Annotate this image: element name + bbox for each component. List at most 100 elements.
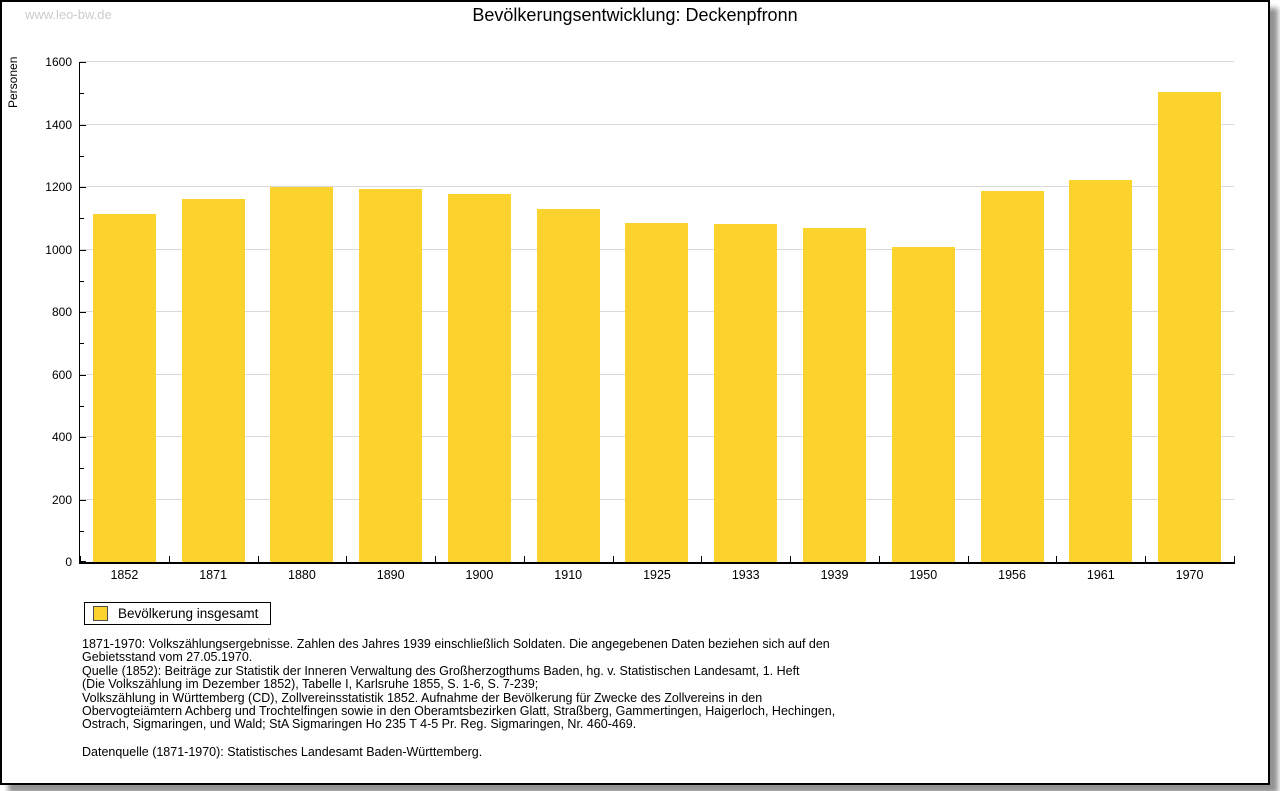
x-boundary-tick xyxy=(1234,556,1235,562)
x-boundary-tick xyxy=(701,556,703,562)
bar-cell-1852 xyxy=(80,62,169,562)
gridline-1400 xyxy=(80,123,1234,125)
y-tick-label: 800 xyxy=(51,305,72,319)
bar-1925 xyxy=(625,222,689,562)
x-tick-label: 1871 xyxy=(199,568,228,582)
x-boundary-tick xyxy=(257,556,259,562)
watermark: www.leo-bw.de xyxy=(25,7,112,22)
y-minor-tick xyxy=(80,468,84,470)
footer-line: (Die Volkszählung im Dezember 1852), Tab… xyxy=(82,677,539,692)
x-tick-label: 1910 xyxy=(554,568,583,582)
y-major-tick xyxy=(80,187,86,188)
footer-datasource: Datenquelle (1871-1970): Statistisches L… xyxy=(82,744,483,759)
y-major-tick xyxy=(80,437,86,438)
footer-line: Volkszählung in Württemberg (CD), Zollve… xyxy=(82,690,763,705)
legend: Bevölkerung insgesamt xyxy=(84,602,272,625)
y-major-tick xyxy=(80,561,86,562)
y-tick-label: 1000 xyxy=(45,242,72,257)
legend-swatch-icon xyxy=(93,606,108,621)
y-major-tick xyxy=(80,374,86,376)
x-boundary-tick xyxy=(1145,556,1147,562)
bar-1970 xyxy=(1158,91,1222,562)
y-minor-tick xyxy=(80,343,84,345)
bar-1961 xyxy=(1069,179,1133,562)
y-tick-label: 200 xyxy=(51,492,72,507)
x-boundary-tick xyxy=(1056,556,1058,562)
bar-cell-1890 xyxy=(346,62,435,562)
bar-1956 xyxy=(980,190,1044,562)
y-minor-tick xyxy=(80,93,84,95)
x-boundary-tick xyxy=(790,556,792,562)
bar-cell-1933 xyxy=(701,62,790,562)
x-tick-label: 1950 xyxy=(909,568,938,582)
y-tick-label: 600 xyxy=(51,367,72,382)
x-tick-label: 1890 xyxy=(376,568,405,582)
x-boundary-tick xyxy=(967,556,969,562)
bar-cell-1910 xyxy=(524,62,613,562)
y-tick-label: 1200 xyxy=(45,180,72,194)
y-minor-tick xyxy=(80,530,84,532)
gridline-1600 xyxy=(80,61,1234,62)
x-tick-label: 1961 xyxy=(1086,568,1115,582)
x-tick-label: 1956 xyxy=(998,568,1026,582)
bar-1852 xyxy=(92,214,156,562)
bar-cell-1950 xyxy=(879,62,968,562)
bar-cell-1880 xyxy=(258,62,347,562)
x-tick-label: 1880 xyxy=(288,568,316,582)
bar-1880 xyxy=(270,187,334,562)
legend-label: Bevölkerung insgesamt xyxy=(118,606,259,621)
bar-cell-1871 xyxy=(169,62,258,562)
y-major-tick xyxy=(80,499,86,501)
bar-1939 xyxy=(803,227,866,562)
bar-cell-1956 xyxy=(968,62,1057,562)
y-tick-label: 0 xyxy=(65,555,72,569)
x-boundary-tick xyxy=(878,556,880,562)
y-minor-tick xyxy=(80,155,84,157)
gridline-1200 xyxy=(80,186,1234,187)
y-major-tick xyxy=(80,62,86,63)
x-boundary-tick xyxy=(435,556,437,562)
bar-cell-1970 xyxy=(1145,62,1234,562)
x-boundary-tick xyxy=(168,556,170,562)
y-minor-tick xyxy=(80,280,84,282)
footer-line: Gebietsstand vom 27.05.1970. xyxy=(82,650,253,665)
bar-1950 xyxy=(891,247,955,562)
page-title: Bevölkerungsentwicklung: Deckenpfronn xyxy=(472,5,798,25)
x-tick-label: 1900 xyxy=(465,568,494,582)
y-tick-label: 1400 xyxy=(45,117,72,132)
y-minor-tick xyxy=(80,218,84,220)
y-major-tick xyxy=(80,249,86,251)
x-axis-labels: 1852 1871 1880 1890 1900 1910 1925 1933 1939 1950… xyxy=(80,568,1234,582)
footer-notes: 1871-1970: Volkszählungsergebnisse. Zahl… xyxy=(82,637,942,759)
bar-1910 xyxy=(536,208,600,562)
x-tick-label: 1970 xyxy=(1175,568,1204,582)
y-tick-label: 400 xyxy=(51,430,72,444)
footer-line: Obervogteiämtern Achberg und Trochtelfin… xyxy=(82,704,836,719)
y-minor-tick xyxy=(80,405,84,407)
x-boundary-tick xyxy=(346,556,348,562)
footer-line: Quelle (1852): Beiträge zur Statistik de… xyxy=(82,663,800,678)
x-boundary-tick xyxy=(80,556,81,562)
footer-line: 1871-1970: Volkszählungsergebnisse. Zahl… xyxy=(82,637,830,651)
x-boundary-tick xyxy=(523,556,525,562)
x-boundary-tick xyxy=(612,556,614,562)
plot-area xyxy=(80,61,1235,562)
y-major-tick xyxy=(80,124,86,126)
x-axis-line xyxy=(79,562,1235,564)
bar-series xyxy=(80,62,1234,562)
bar-1900 xyxy=(447,193,511,562)
bar-cell-1961 xyxy=(1056,62,1145,562)
bar-cell-1925 xyxy=(613,62,702,562)
y-axis-labels: 0 200 400 600 800 1000 1200 1400 1600 xyxy=(2,55,72,569)
x-tick-label: 1933 xyxy=(731,568,760,582)
y-axis-line xyxy=(79,62,80,562)
y-tick-label: 1600 xyxy=(45,55,72,69)
bar-cell-1900 xyxy=(435,62,524,562)
bar-1933 xyxy=(714,223,778,562)
x-tick-label: 1852 xyxy=(110,568,139,582)
y-major-tick xyxy=(80,312,86,313)
bar-cell-1939 xyxy=(790,62,879,562)
bar-1890 xyxy=(359,189,423,562)
footer-line: Ostrach, Sigmaringen, und Wald; StA Sigm… xyxy=(82,717,637,732)
